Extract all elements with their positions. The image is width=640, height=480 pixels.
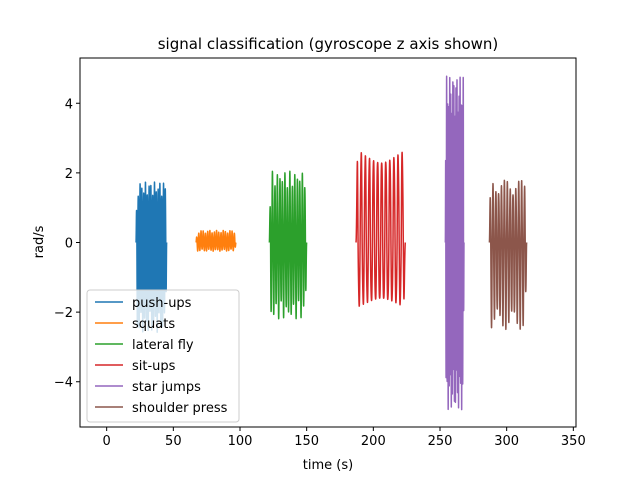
y-tick-label: 4 bbox=[65, 97, 73, 112]
series-line-shoulder-press bbox=[488, 179, 528, 331]
x-tick-label: 100 bbox=[228, 434, 253, 449]
x-tick-label: 200 bbox=[361, 434, 386, 449]
legend: push-ups squats lateral fly sit-ups star jum… bbox=[86, 289, 240, 423]
x-axis-label: time (s) bbox=[303, 458, 353, 473]
legend-label: squats bbox=[132, 317, 175, 332]
legend-label: lateral fly bbox=[132, 338, 194, 353]
x-tick-label: 150 bbox=[294, 434, 319, 449]
legend-label: shoulder press bbox=[132, 401, 228, 416]
y-axis-label: rad/s bbox=[32, 225, 47, 258]
series-line-sit-ups bbox=[355, 151, 407, 307]
plot-lines bbox=[135, 75, 528, 411]
x-axis: 0 50 100 150 200 250 300 350 bbox=[103, 427, 586, 449]
y-tick-label: −4 bbox=[54, 376, 73, 391]
series-line-squats bbox=[195, 229, 237, 252]
x-tick-label: 0 bbox=[103, 434, 111, 449]
legend-label: push-ups bbox=[132, 296, 192, 311]
x-tick-label: 350 bbox=[561, 434, 586, 449]
legend-label: star jumps bbox=[132, 380, 201, 395]
legend-box bbox=[86, 289, 240, 423]
legend-label: sit-ups bbox=[132, 359, 176, 374]
series-line-lateral-fly bbox=[268, 170, 308, 320]
chart-title: signal classification (gyroscope z axis … bbox=[158, 35, 499, 53]
y-tick-label: −2 bbox=[54, 306, 73, 321]
x-tick-label: 300 bbox=[494, 434, 519, 449]
y-tick-label: 2 bbox=[65, 167, 73, 182]
x-tick-label: 250 bbox=[428, 434, 453, 449]
x-tick-label: 50 bbox=[165, 434, 182, 449]
y-axis: −4 −2 0 2 4 bbox=[54, 97, 80, 391]
y-tick-label: 0 bbox=[65, 237, 73, 252]
series-line-star-jumps bbox=[444, 75, 465, 411]
